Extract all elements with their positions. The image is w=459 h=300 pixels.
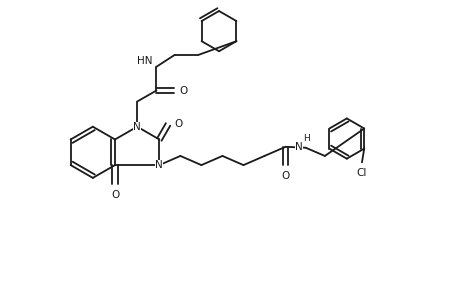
Text: O: O [111, 190, 119, 200]
Text: N: N [295, 142, 302, 152]
Text: Cl: Cl [356, 168, 366, 178]
Text: O: O [281, 171, 289, 181]
Text: O: O [174, 119, 182, 129]
Text: N: N [133, 122, 141, 132]
Text: HN: HN [137, 56, 152, 66]
Text: H: H [302, 134, 309, 143]
Text: N: N [155, 160, 163, 170]
Text: O: O [179, 85, 187, 96]
